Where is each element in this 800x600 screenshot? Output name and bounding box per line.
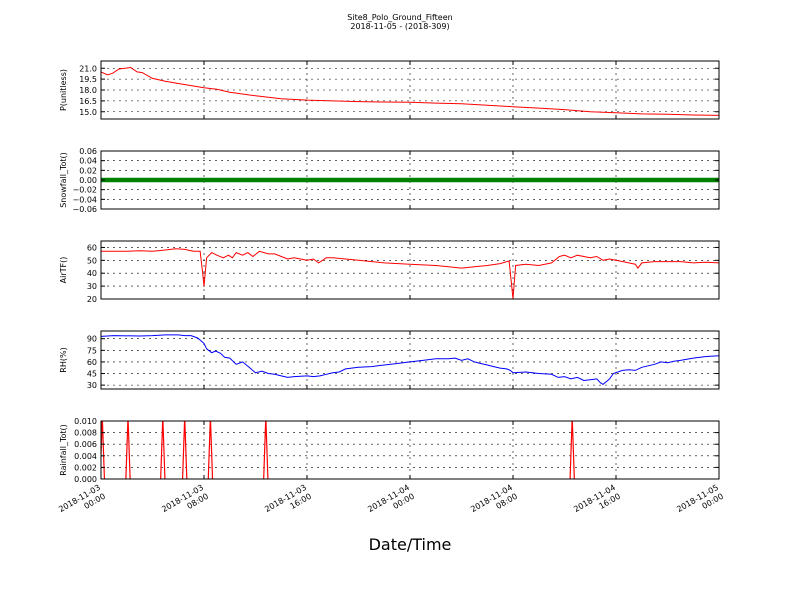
y-tick-label: 90: [87, 335, 97, 344]
y-tick-label: 40: [87, 269, 97, 278]
panel-snowfall: −0.06−0.04−0.020.000.020.040.06 Snowfall_…: [59, 147, 720, 214]
panel-p: 15.0 16.5 18.0 19.5 21.0 P(unitless): [59, 60, 720, 120]
y-axis-label: Snowfall_Tot(): [59, 152, 68, 208]
y-tick-label: 0.02: [79, 166, 97, 175]
panel-rainfall: 0.000 0.002 0.004 0.006 0.008 0.010 Rainfall_T…: [59, 417, 720, 484]
y-tick-label: 0.008: [74, 429, 97, 438]
y-tick-label: 30: [87, 282, 97, 291]
x-axis-label: Date/Time: [369, 535, 452, 554]
y-tick-label: 60: [87, 243, 97, 252]
y-tick-label: 75: [87, 346, 97, 355]
y-tick-label: 16.5: [79, 97, 97, 106]
y-axis-label: AirTF(): [59, 257, 68, 284]
y-tick-label: 60: [87, 358, 97, 367]
y-tick-label: −0.06: [72, 205, 97, 214]
y-tick-label: 0.04: [79, 157, 97, 166]
plot-frame: [100, 330, 720, 390]
y-tick-label: 50: [87, 256, 97, 265]
y-tick-label: 19.5: [79, 75, 97, 84]
plot-frame: [100, 420, 720, 480]
series-airtf-line: [101, 248, 720, 300]
y-tick-label: 45: [87, 370, 97, 379]
y-tick-label: −0.04: [72, 195, 97, 204]
y-axis-label: Rainfall_Tot(): [59, 424, 68, 476]
series-p-line: [100, 66, 720, 116]
y-tick-label: −0.02: [72, 186, 97, 195]
y-tick-label: 0.000: [74, 475, 97, 484]
plot-frame: [100, 240, 720, 300]
y-tick-label: 21.0: [79, 64, 97, 73]
y-axis-label: P(unitless): [59, 69, 68, 111]
series-rh-line: [100, 334, 720, 386]
y-tick-label: 0.006: [74, 440, 97, 449]
panel-airtf: 20 30 40 50 60 AirTF(): [59, 240, 720, 304]
panel-rh: 30 45 60 75 90 RH(%): [59, 330, 720, 390]
y-tick-label: 0.00: [79, 176, 97, 185]
y-axis-label: RH(%): [59, 347, 68, 372]
y-tick-label: 0.06: [79, 147, 97, 156]
chart-title-line-1: Site8_Polo_Ground_Fifteen: [347, 13, 452, 22]
y-tick-label: 0.004: [74, 452, 97, 461]
y-tick-label: 0.010: [74, 417, 97, 426]
panels: 15.016.518.019.521.0P(unitless)−0.06−0.0…: [59, 60, 720, 484]
y-tick-label: 0.002: [74, 463, 97, 472]
y-tick-label: 20: [87, 295, 97, 304]
y-tick-label: 18.0: [79, 86, 97, 95]
y-tick-label: 30: [87, 381, 97, 390]
chart-title-line-2: 2018-11-05 - (2018-309): [350, 22, 449, 31]
y-tick-label: 15.0: [79, 108, 97, 117]
